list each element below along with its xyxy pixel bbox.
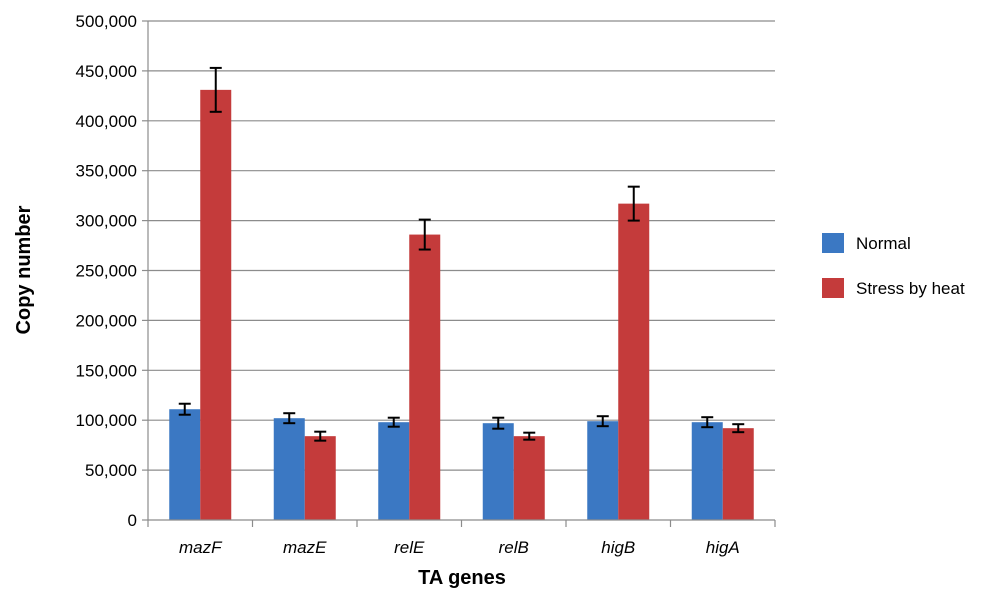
bar-normal [691, 422, 723, 520]
y-tick-label: 450,000 [76, 62, 137, 81]
error-bars [178, 66, 745, 442]
x-tick-label: relE [394, 538, 425, 557]
y-tick-label: 250,000 [76, 262, 137, 281]
error-bar [627, 185, 640, 222]
bar-normal [587, 421, 619, 520]
error-bar [701, 416, 714, 429]
error-bar [596, 415, 609, 428]
error-bar [387, 416, 400, 428]
bar-normal [378, 422, 410, 520]
legend-item: Stress by heat [822, 278, 965, 298]
error-bar [523, 431, 536, 441]
x-axis-title: TA genes [418, 567, 506, 589]
x-tick-label: higA [706, 538, 740, 557]
error-bar [314, 430, 327, 442]
bar-stress-by-heat [722, 428, 754, 520]
bar-normal [482, 423, 514, 520]
y-tick-label: 50,000 [85, 461, 137, 480]
y-tick-label: 200,000 [76, 311, 137, 330]
legend-swatch [822, 278, 844, 298]
error-bar [732, 423, 745, 434]
bar-normal [273, 418, 305, 520]
bar-stress-by-heat [200, 89, 232, 520]
error-bar [178, 402, 191, 416]
x-tick-label: relB [499, 538, 529, 557]
bar-stress-by-heat [618, 203, 650, 520]
bar-normal [169, 409, 201, 520]
bar-stress-by-heat [513, 436, 545, 520]
bar-stress-by-heat [304, 436, 336, 520]
tick-labels: 0 50,000 100,000 150,000 200,000 250,000 300,0… [76, 12, 740, 557]
legend-swatch [822, 233, 844, 253]
error-bar [283, 412, 296, 425]
legend-item: Normal [822, 233, 911, 253]
bars [169, 89, 754, 520]
y-tick-label: 100,000 [76, 411, 137, 430]
y-axis-title: Copy number [13, 205, 35, 334]
y-tick-label: 300,000 [76, 212, 137, 231]
error-bar [209, 66, 222, 113]
legend: Normal Stress by heat [822, 233, 965, 298]
error-bar [418, 218, 431, 251]
x-tick-label: mazE [283, 538, 327, 557]
y-tick-label: 400,000 [76, 112, 137, 131]
y-tick-label: 0 [128, 511, 137, 530]
legend-label: Normal [856, 234, 911, 253]
bar-stress-by-heat [409, 234, 441, 520]
x-tick-label: higB [601, 538, 635, 557]
legend-label: Stress by heat [856, 279, 965, 298]
y-tick-label: 500,000 [76, 12, 137, 31]
axes [142, 20, 776, 527]
x-tick-label: mazF [179, 538, 223, 557]
error-bar [492, 416, 505, 430]
gridlines [148, 20, 775, 471]
y-tick-label: 350,000 [76, 162, 137, 181]
y-tick-label: 150,000 [76, 361, 137, 380]
